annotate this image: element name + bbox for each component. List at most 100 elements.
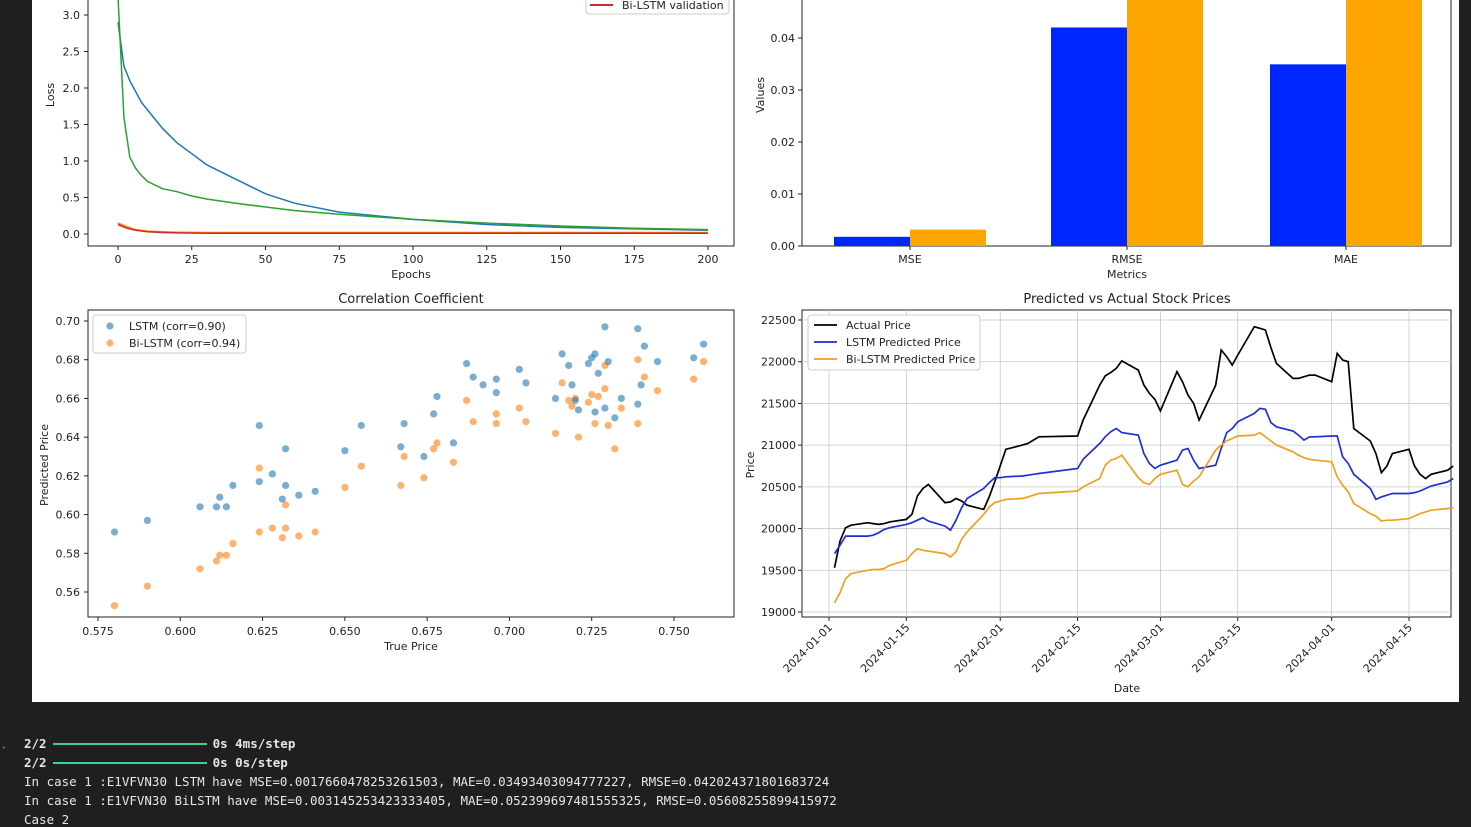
scatter-point-bilstm xyxy=(640,373,649,381)
corr-ytick-label: 0.60 xyxy=(56,509,81,522)
scatter-point-lstm xyxy=(571,396,579,404)
metrics-panel: 0.00 0.01 0.02 0.03 0.04 MSE RMSE MAE Values M… xyxy=(754,0,1452,281)
scatter-point-lstm xyxy=(574,406,583,414)
legend-swatch-bilstm xyxy=(106,339,114,347)
scatter-point-lstm xyxy=(479,381,487,389)
scatter-point-lstm xyxy=(196,503,204,511)
scatter-point-lstm xyxy=(558,350,566,358)
metric-bar-mae-s0 xyxy=(1270,64,1346,246)
scatter-point-bilstm xyxy=(558,379,566,387)
legend-swatch-lstm xyxy=(106,322,114,330)
corr-ylabel: Predicted Price xyxy=(38,424,51,506)
progress-step-1: 2/2 xyxy=(24,736,47,751)
scatter-point-bilstm xyxy=(420,474,428,482)
scatter-point-bilstm xyxy=(515,404,523,412)
loss-ytick-label: 2.0 xyxy=(63,82,81,95)
loss-ytick-label: 1.0 xyxy=(63,155,81,168)
corr-ytick-label: 0.66 xyxy=(56,392,81,405)
scatter-point-bilstm xyxy=(700,358,708,366)
prices-legend-box xyxy=(807,314,981,371)
corr-ytick-label: 0.58 xyxy=(56,547,81,560)
metrics-ytick-label: 0.03 xyxy=(771,84,796,97)
scatter-point-lstm xyxy=(492,389,500,397)
metrics-xtick-label: MAE xyxy=(1334,253,1358,266)
prices-ytick-label: 20500 xyxy=(761,481,796,494)
corr-legend: LSTM (corr=0.90) Bi-LSTM (corr=0.94) xyxy=(92,314,247,354)
scatter-point-lstm xyxy=(617,394,625,402)
loss-xtick-label: 125 xyxy=(476,253,497,266)
corr-xtick-label: 0.725 xyxy=(576,625,608,638)
scatter-point-lstm xyxy=(449,439,458,447)
prices-ylabel: Price xyxy=(744,451,757,478)
prices-series-1-line xyxy=(833,407,1454,555)
scatter-point-lstm xyxy=(469,373,477,381)
scatter-point-bilstm xyxy=(400,452,408,461)
prices-xtick-label: 2024-03-15 xyxy=(1189,621,1243,675)
prices-title: Predicted vs Actual Stock Prices xyxy=(1023,292,1230,307)
scatter-point-lstm xyxy=(601,404,609,412)
scatter-point-lstm xyxy=(604,358,612,366)
scatter-point-lstm xyxy=(357,421,365,430)
scatter-point-lstm xyxy=(282,481,290,490)
loss-series-1-line xyxy=(117,0,709,231)
loss-series-3-line xyxy=(117,223,708,235)
scatter-point-lstm xyxy=(601,323,609,331)
loss-xtick-label: 75 xyxy=(332,253,346,266)
metrics-bars xyxy=(834,0,1422,246)
legend-bilstm-corr: Bi-LSTM (corr=0.94) xyxy=(129,337,240,350)
corr-xlabel: True Price xyxy=(383,640,438,653)
scatter-point-bilstm xyxy=(690,375,698,383)
scatter-point-bilstm xyxy=(282,524,290,532)
scatter-point-lstm xyxy=(634,325,642,333)
scatter-point-bilstm xyxy=(295,532,303,540)
prices-panel: Predicted vs Actual Stock Prices 1900019… xyxy=(744,292,1454,695)
metrics-ylabel: Values xyxy=(754,77,767,113)
scatter-point-bilstm xyxy=(268,524,276,532)
corr-ytick-label: 0.62 xyxy=(56,470,81,483)
prices-x-ticks: 2024-01-01 2024-01-15 2024-02-01 2024-02-15… xyxy=(781,617,1415,675)
legend-lstm-predicted: LSTM Predicted Price xyxy=(846,336,961,349)
scatter-point-lstm xyxy=(397,443,405,451)
scatter-point-bilstm xyxy=(397,481,405,490)
scatter-point-bilstm xyxy=(255,528,263,536)
corr-ytick-label: 0.68 xyxy=(56,354,81,367)
corr-y-ticks: 0.56 0.58 0.60 0.62 0.64 0.66 0.68 0.70 xyxy=(56,315,88,599)
scatter-point-bilstm xyxy=(463,396,471,404)
scatter-point-lstm xyxy=(282,445,290,453)
scatter-point-lstm xyxy=(216,493,224,501)
scatter-point-lstm xyxy=(430,410,438,418)
scatter-point-lstm xyxy=(637,381,645,389)
legend-bilstm-validation: Bi-LSTM validation xyxy=(622,0,724,12)
scatter-point-bilstm xyxy=(591,420,599,428)
corr-axes-frame xyxy=(87,309,735,618)
prices-series-0-line xyxy=(833,325,1454,568)
metric-bar-rmse-s0 xyxy=(1051,27,1127,246)
prices-xtick-label: 2024-04-01 xyxy=(1283,621,1337,675)
scatter-point-bilstm xyxy=(255,464,263,472)
scatter-point-bilstm xyxy=(430,445,438,453)
loss-ytick-label: 3.0 xyxy=(63,9,81,22)
corr-xtick-label: 0.575 xyxy=(82,625,114,638)
output-text-lstm: In case 1 :E1VFVN30 LSTM have MSE=0.0017… xyxy=(24,774,830,789)
loss-axes-frame xyxy=(87,0,735,247)
console-output: · 2/2 0s 4ms/step 2/2 0s 0s/step In case 1… xyxy=(0,728,1471,827)
scatter-point-bilstm xyxy=(574,433,583,441)
metric-bar-mse-s1 xyxy=(910,229,986,246)
metrics-ytick-label: 0.04 xyxy=(771,32,796,45)
prices-xtick-label: 2024-02-15 xyxy=(1029,621,1083,675)
loss-ylabel: Loss xyxy=(44,83,57,107)
progress-bar-2 xyxy=(52,761,207,764)
loss-xtick-label: 200 xyxy=(698,253,719,266)
corr-panel: Correlation Coefficient 0.56 0.58 0.60 0.62… xyxy=(38,292,735,653)
scatter-point-bilstm xyxy=(492,410,500,418)
figure-canvas: 0.0 0.5 1.0 1.5 2.0 2.5 3.0 0 25 50 75 100 125 150 17… xyxy=(38,0,1454,695)
scatter-point-lstm xyxy=(565,361,573,370)
loss-series-0-line xyxy=(117,22,709,232)
corr-points xyxy=(110,323,708,610)
output-figure: 0.0 0.5 1.0 1.5 2.0 2.5 3.0 0 25 50 75 100 125 150 17… xyxy=(32,0,1459,702)
scatter-point-bilstm xyxy=(568,402,576,410)
prices-series-2-line xyxy=(833,431,1454,604)
loss-ytick-label: 1.5 xyxy=(63,119,81,132)
metrics-xtick-label: MSE xyxy=(898,253,921,266)
scatter-point-lstm xyxy=(255,421,263,430)
